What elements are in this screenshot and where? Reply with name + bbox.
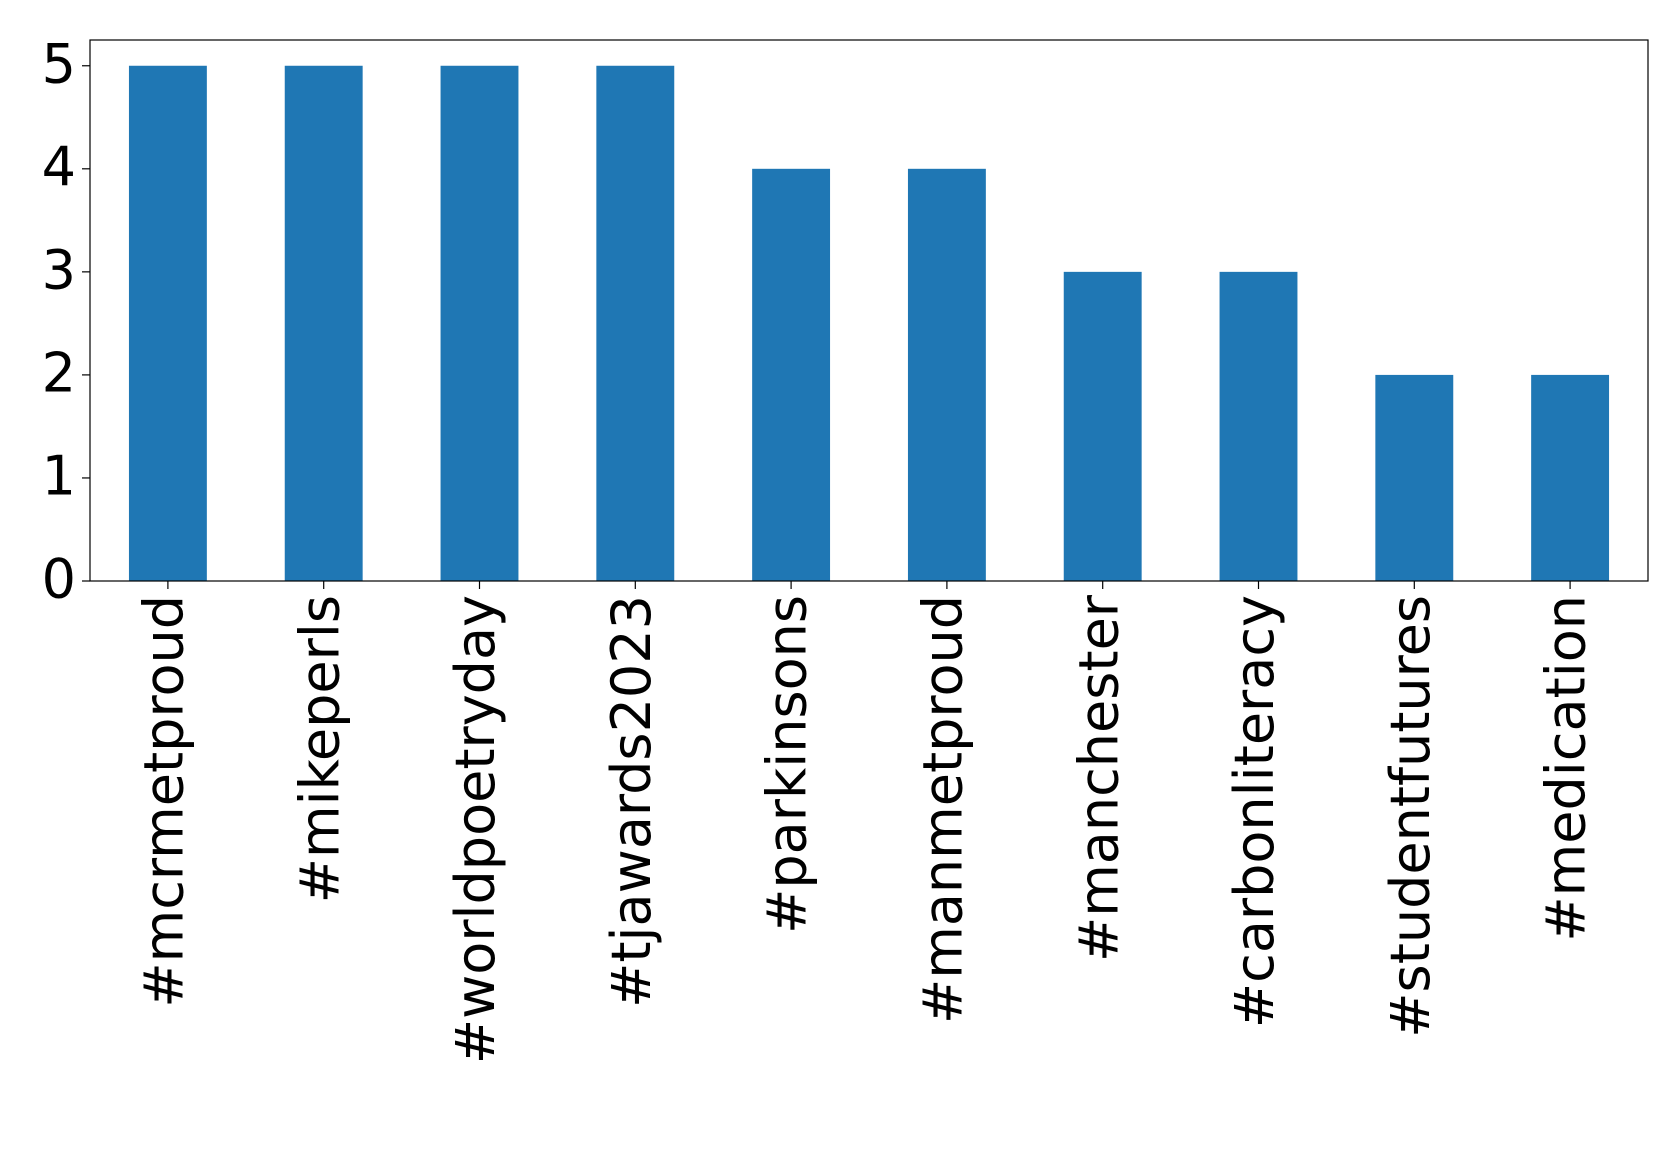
x-tick-label: #mcrmetproud <box>133 595 196 1008</box>
plot-frame <box>89 39 1649 582</box>
bar <box>907 168 986 582</box>
x-tick-label: #manchester <box>1067 594 1130 962</box>
bar <box>1375 374 1454 581</box>
x-tick-label: #manmetproud <box>912 595 975 1024</box>
x-tick-label: #tjawards2023 <box>600 595 663 1008</box>
y-tick-label: 3 <box>42 238 76 301</box>
bar <box>1063 271 1142 581</box>
x-tick-label: #medication <box>1535 595 1598 942</box>
y-tick-label: 2 <box>42 342 76 405</box>
x-tick-label: #mikeperls <box>288 595 351 903</box>
bar <box>1531 374 1610 581</box>
bar <box>440 65 519 581</box>
y-tick-label: 0 <box>42 548 76 611</box>
y-tick-label: 4 <box>42 135 76 198</box>
x-tick-label: #studentfutures <box>1379 595 1442 1038</box>
x-tick-label: #carbonliteracy <box>1223 595 1286 1028</box>
bar <box>596 65 675 581</box>
bar <box>752 168 831 582</box>
y-tick-label: 1 <box>42 445 76 508</box>
bar <box>1219 271 1298 581</box>
x-tick-label: #worldpoetryday <box>444 595 507 1064</box>
bar <box>128 65 207 581</box>
y-tick-label: 5 <box>42 32 76 95</box>
x-tick-label: #parkinsons <box>756 595 819 934</box>
bar <box>284 65 363 581</box>
